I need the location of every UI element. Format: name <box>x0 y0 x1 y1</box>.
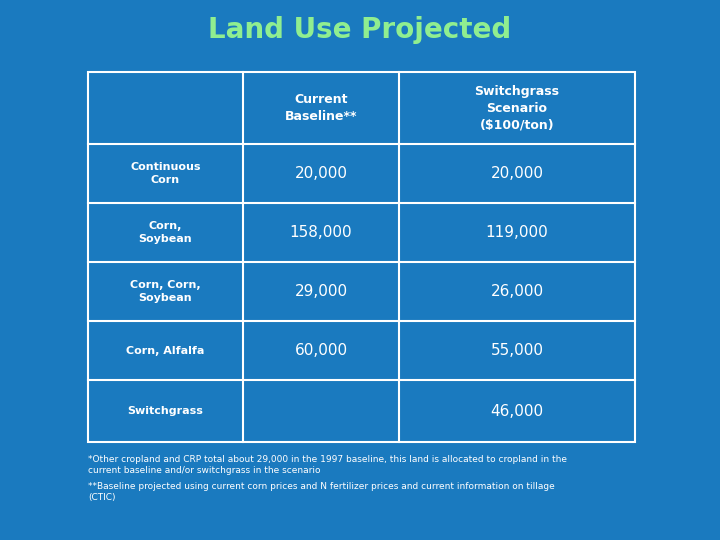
Text: 119,000: 119,000 <box>485 225 549 240</box>
Text: Current
Baseline**: Current Baseline** <box>284 93 357 123</box>
Text: Land Use Projected: Land Use Projected <box>208 16 512 44</box>
Text: Switchgrass
Scenario
($100/ton): Switchgrass Scenario ($100/ton) <box>474 84 559 132</box>
Text: **Baseline projected using current corn prices and N fertilizer prices and curre: **Baseline projected using current corn … <box>88 482 554 502</box>
Text: Corn,
Soybean: Corn, Soybean <box>139 221 192 244</box>
Text: 20,000: 20,000 <box>490 166 544 181</box>
Text: Continuous
Corn: Continuous Corn <box>130 163 201 185</box>
Text: 46,000: 46,000 <box>490 403 544 418</box>
Text: 158,000: 158,000 <box>289 225 352 240</box>
Text: 55,000: 55,000 <box>490 343 544 358</box>
Text: 26,000: 26,000 <box>490 284 544 299</box>
Text: 29,000: 29,000 <box>294 284 348 299</box>
Bar <box>88 72 635 442</box>
Text: Corn, Corn,
Soybean: Corn, Corn, Soybean <box>130 280 201 303</box>
Text: Switchgrass: Switchgrass <box>127 406 204 416</box>
Text: 60,000: 60,000 <box>294 343 348 358</box>
Text: *Other cropland and CRP total about 29,000 in the 1997 baseline, this land is al: *Other cropland and CRP total about 29,0… <box>88 455 567 475</box>
Text: 20,000: 20,000 <box>294 166 348 181</box>
Text: Corn, Alfalfa: Corn, Alfalfa <box>126 346 204 355</box>
